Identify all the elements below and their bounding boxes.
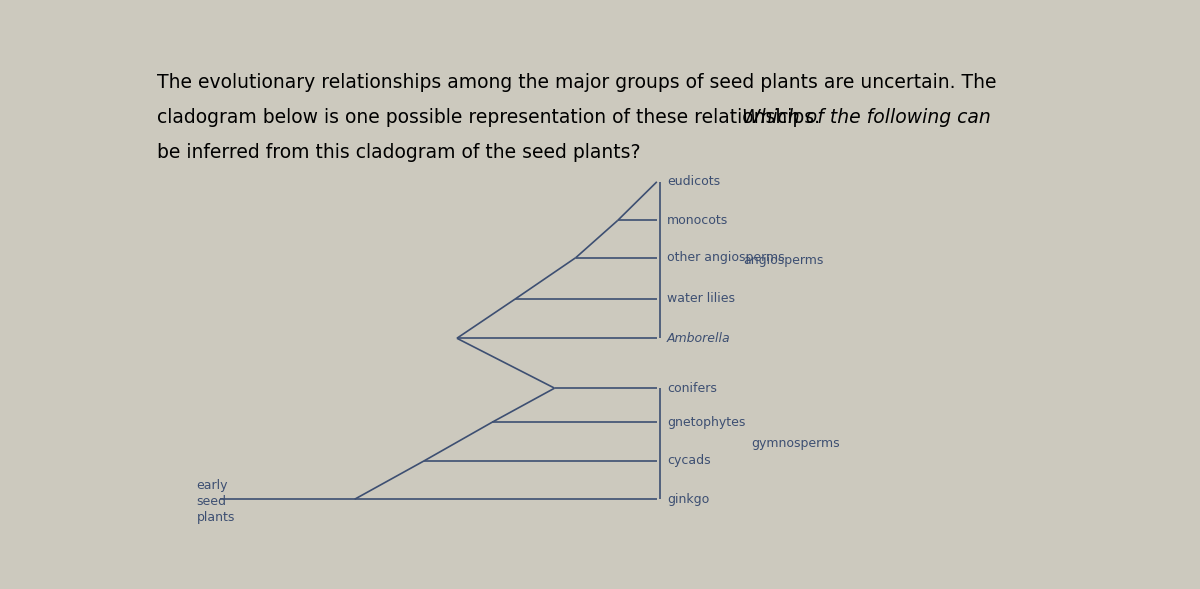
Text: cycads: cycads <box>667 454 710 467</box>
Text: gnetophytes: gnetophytes <box>667 416 745 429</box>
Text: other angiosperms: other angiosperms <box>667 251 785 264</box>
Text: conifers: conifers <box>667 382 716 395</box>
Text: early
seed
plants: early seed plants <box>197 479 235 524</box>
Text: cladogram below is one possible representation of these relationships.: cladogram below is one possible represen… <box>157 108 821 127</box>
Text: water lilies: water lilies <box>667 292 736 305</box>
Text: be inferred from this cladogram of the seed plants?: be inferred from this cladogram of the s… <box>157 143 641 162</box>
Text: gymnosperms: gymnosperms <box>751 437 840 450</box>
Text: Amborella: Amborella <box>667 332 731 345</box>
Text: ginkgo: ginkgo <box>667 493 709 506</box>
Text: angiosperms: angiosperms <box>743 253 823 267</box>
Text: Which of the following can: Which of the following can <box>736 108 991 127</box>
Text: eudicots: eudicots <box>667 176 720 188</box>
Text: The evolutionary relationships among the major groups of seed plants are uncerta: The evolutionary relationships among the… <box>157 73 997 92</box>
Text: monocots: monocots <box>667 214 728 227</box>
